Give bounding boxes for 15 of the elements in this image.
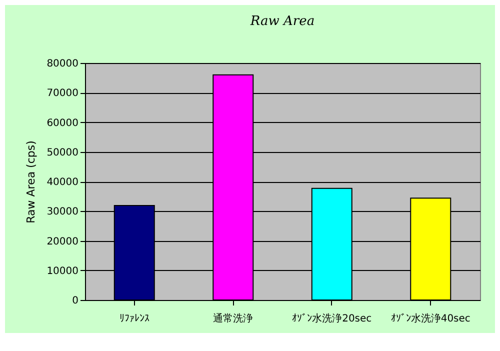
y-tick-label: 30000 — [46, 206, 78, 218]
x-tick-label: ｵｿﾞﾝ水洗浄40sec — [390, 312, 470, 324]
y-tick-label: 40000 — [46, 177, 78, 188]
x-tick-label: 通常洗浄 — [213, 312, 254, 324]
y-axis-title: Raw Area (cps) — [24, 140, 38, 224]
y-tick-label: 60000 — [46, 118, 78, 129]
y-tick-label: 50000 — [46, 147, 78, 158]
y-tick-label: 80000 — [46, 58, 78, 70]
x-tick-label: ﾘﾌｧﾚﾝｽ — [119, 314, 150, 324]
y-tick-label: 20000 — [46, 236, 78, 248]
x-tick-label: ｵｿﾞﾝ水洗浄20sec — [292, 312, 372, 324]
y-tick-label: 70000 — [46, 88, 78, 100]
chart-title: Raw Area — [249, 14, 315, 29]
y-tick-label: 0 — [72, 296, 78, 306]
y-tick-label: 10000 — [46, 266, 78, 277]
